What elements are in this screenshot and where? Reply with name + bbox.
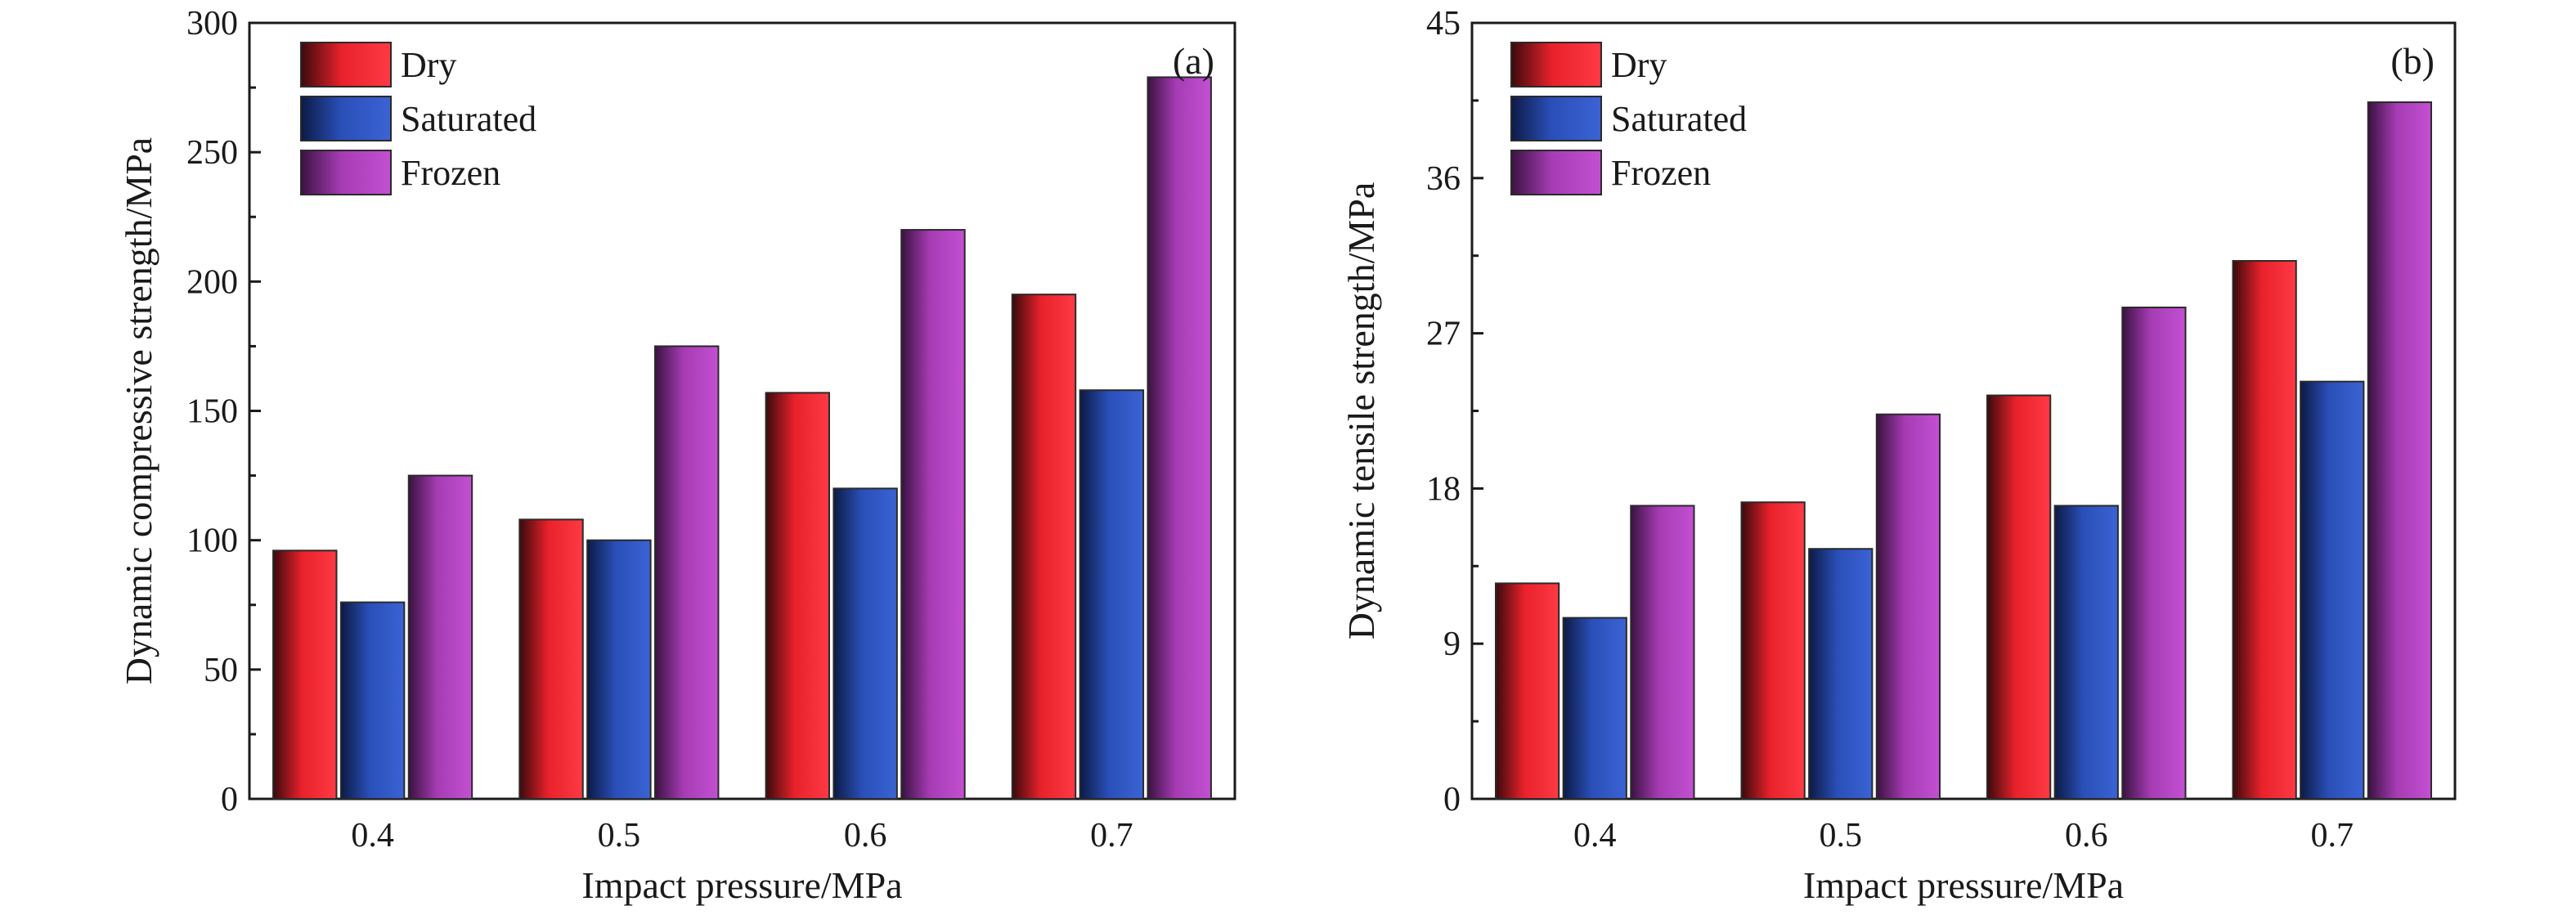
bar-b-frozen-2 xyxy=(2121,306,2187,800)
y-tick-label-b-3: 27 xyxy=(1426,316,1461,353)
bar-b-saturated-1 xyxy=(1808,548,1874,800)
x-tick-label-a-0: 0.4 xyxy=(351,817,394,854)
bar-a-frozen-0 xyxy=(407,474,473,800)
bar-b-frozen-1 xyxy=(1875,413,1941,800)
x-tick-label-b-3: 0.7 xyxy=(2311,817,2354,854)
bar-b-dry-1 xyxy=(1740,501,1806,800)
legend-swatch-b-saturated xyxy=(1510,96,1602,141)
legend-label-b-dry: Dry xyxy=(1611,45,1667,85)
x-tick-label-b-0: 0.4 xyxy=(1573,817,1617,854)
y-tick-label-b-5: 45 xyxy=(1426,5,1461,43)
legend-label-a-frozen: Frozen xyxy=(401,153,500,193)
bar-a-dry-0 xyxy=(272,549,338,800)
y-tick-label-b-2: 18 xyxy=(1426,470,1461,508)
bar-a-frozen-3 xyxy=(1147,76,1212,801)
legend-label-b-saturated: Saturated xyxy=(1611,99,1747,139)
y-tick-label-b-1: 9 xyxy=(1443,626,1461,663)
x-tick-label-b-1: 0.5 xyxy=(1820,817,1863,854)
bar-a-frozen-2 xyxy=(900,229,966,801)
panel-label-b: (b) xyxy=(2390,40,2435,82)
y-tick-label-a-5: 250 xyxy=(186,134,238,172)
legend-label-a-dry: Dry xyxy=(401,45,456,85)
bar-b-dry-2 xyxy=(1986,394,2052,800)
panel-a-chart: 0 50 100 150 200 250 300 0.4 0.5 0.6 0.7 Dry Saturat… xyxy=(118,5,1236,906)
legend-swatch-a-dry xyxy=(300,42,392,87)
y-tick-label-b-4: 36 xyxy=(1426,160,1461,198)
legend-swatch-b-dry xyxy=(1510,42,1602,87)
bar-a-saturated-3 xyxy=(1079,389,1145,800)
y-tick-label-b-0: 0 xyxy=(1443,781,1461,819)
bar-a-saturated-2 xyxy=(832,487,898,801)
bar-b-dry-0 xyxy=(1494,582,1560,801)
legend-swatch-a-saturated xyxy=(300,96,392,141)
panel-label-a: (a) xyxy=(1173,40,1214,82)
x-tick-label-a-2: 0.6 xyxy=(844,817,887,854)
legend-swatch-a-frozen xyxy=(300,150,392,195)
bar-a-dry-3 xyxy=(1011,294,1077,800)
bar-b-saturated-0 xyxy=(1562,617,1627,800)
y-axis-title-b: Dynamic tensile strength/MPa xyxy=(1340,182,1382,640)
x-tick-label-a-3: 0.7 xyxy=(1090,817,1133,854)
y-axis-title-a: Dynamic compressive strength/MPa xyxy=(118,137,159,684)
x-tick-label-a-1: 0.5 xyxy=(598,817,641,854)
y-tick-label-a-3: 150 xyxy=(186,393,238,431)
panel-b-chart: 0 9 18 27 36 45 0.4 0.5 0.6 0.7 Dry Saturated Frozen… xyxy=(1340,5,2457,906)
y-tick-label-a-0: 0 xyxy=(221,781,238,819)
legend-label-b-frozen: Frozen xyxy=(1611,153,1711,193)
bar-a-dry-2 xyxy=(765,392,830,800)
y-tick-label-a-6: 300 xyxy=(186,5,238,43)
bar-a-dry-1 xyxy=(518,518,584,800)
bar-b-saturated-3 xyxy=(2300,380,2365,800)
x-axis-title-b: Impact pressure/MPa xyxy=(1803,864,2124,906)
legend-swatch-b-frozen xyxy=(1510,150,1602,195)
bar-b-frozen-3 xyxy=(2367,101,2433,800)
bar-a-saturated-1 xyxy=(586,539,652,801)
bar-b-saturated-2 xyxy=(2053,505,2119,800)
y-tick-label-a-2: 100 xyxy=(186,523,238,560)
y-tick-label-a-1: 50 xyxy=(204,652,238,689)
bar-a-frozen-1 xyxy=(654,345,720,800)
bar-b-dry-3 xyxy=(2232,260,2297,800)
bar-b-frozen-0 xyxy=(1630,505,1695,800)
x-tick-label-b-2: 0.6 xyxy=(2065,817,2108,854)
legend-label-a-saturated: Saturated xyxy=(401,99,536,139)
x-axis-title-a: Impact pressure/MPa xyxy=(581,864,902,906)
y-tick-label-a-4: 200 xyxy=(186,263,238,301)
bar-a-saturated-0 xyxy=(339,601,406,800)
